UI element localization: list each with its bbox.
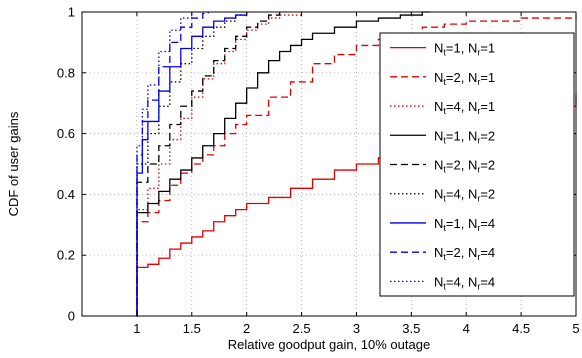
legend: Nt=1, Nr=1 Nt=2, Nr=1 Nt=4, Nr=1 Nt=1, Nr=2…: [379, 32, 575, 297]
x-tick-label: 3.5: [402, 321, 420, 336]
series-line-4: [136, 11, 430, 317]
series-layer: [136, 11, 577, 317]
x-tick-label: 4.5: [512, 321, 530, 336]
legend-label: Nt=1, Nr=4: [434, 216, 495, 233]
legend-label: Nt=2, Nr=2: [434, 158, 495, 175]
legend-label: Nt=4, Nr=4: [434, 274, 495, 291]
legend-label: Nt=4, Nr=2: [434, 187, 495, 204]
x-tick-label: 5: [572, 321, 579, 336]
series-line-9: [136, 12, 193, 317]
legend-label: Nt=2, Nr=1: [434, 70, 495, 87]
x-tick-label: 2: [243, 321, 250, 336]
y-tick-label: 0.8: [57, 65, 75, 80]
ticks: 1 1.5 2 2.5 3 3.5 4 4.5 5 0 0.2 0.4 0.6 0.8 1: [57, 5, 580, 337]
series-line-8: [136, 12, 209, 317]
y-tick-label: 0: [68, 309, 75, 324]
x-axis-label: Relative goodput gain, 10% outage: [228, 337, 430, 352]
y-tick-label: 0.6: [57, 126, 75, 141]
x-tick-label: 1: [133, 321, 140, 336]
legend-label: Nt=2, Nr=4: [434, 245, 495, 262]
legend-label: Nt=1, Nr=1: [434, 41, 495, 58]
y-tick-label: 0.4: [57, 187, 75, 202]
legend-label: Nt=1, Nr=2: [434, 128, 495, 145]
x-tick-label: 1.5: [183, 321, 201, 336]
x-tick-label: 4: [463, 321, 470, 336]
y-tick-label: 1: [68, 5, 75, 20]
legend-label: Nt=4, Nr=1: [434, 99, 495, 116]
x-tick-label: 3: [353, 321, 360, 336]
plot-frame: [81, 11, 577, 317]
x-tick-label: 2.5: [293, 321, 311, 336]
series-line-5: [136, 12, 281, 317]
y-axis-label: CDF of user gains: [6, 111, 21, 216]
y-tick-label: 0.2: [57, 248, 75, 263]
